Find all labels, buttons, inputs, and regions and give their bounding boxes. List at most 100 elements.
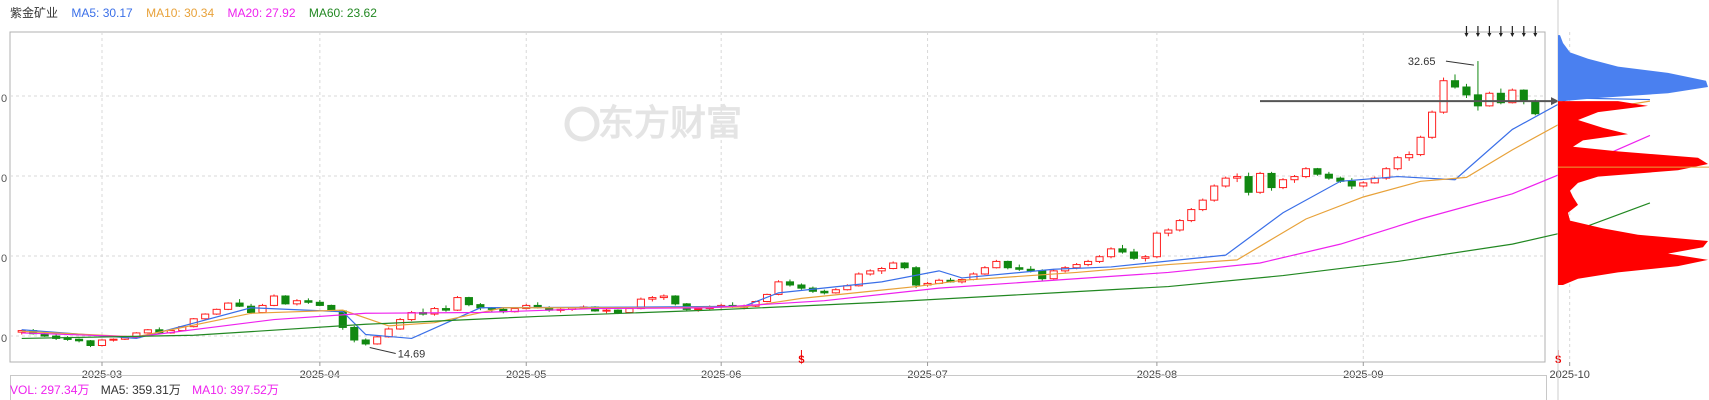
vol-ma10: MA10: 397.52万 bbox=[192, 383, 279, 397]
plot-frame bbox=[9, 31, 1546, 363]
candle-body bbox=[1106, 248, 1116, 258]
candle-body bbox=[1508, 89, 1517, 104]
candle-body bbox=[659, 295, 668, 299]
candle-body bbox=[1531, 100, 1540, 115]
candle-body bbox=[694, 308, 703, 311]
candle-body bbox=[625, 308, 634, 314]
candle-body bbox=[671, 295, 680, 305]
candle-body bbox=[338, 310, 347, 328]
candle-body bbox=[1256, 172, 1265, 193]
candle-body bbox=[132, 332, 141, 339]
candle-body bbox=[1462, 86, 1471, 96]
volume-panel bbox=[10, 375, 1547, 400]
candle-body bbox=[1095, 256, 1104, 262]
candles-group bbox=[17, 61, 1540, 348]
candle-body bbox=[143, 329, 152, 334]
candle-body bbox=[1405, 154, 1414, 159]
candle-body bbox=[900, 262, 909, 269]
signal-arrow-head bbox=[1510, 33, 1515, 37]
candle-body bbox=[1278, 179, 1288, 189]
candle-body bbox=[1485, 92, 1494, 107]
signal-arrow-head bbox=[1521, 33, 1526, 37]
ma-line-ma10 bbox=[21, 100, 1651, 338]
volume-legend: VOL: 297.34万 MA5: 359.31万 MA10: 397.52万 bbox=[10, 381, 287, 398]
candle-body bbox=[1221, 177, 1230, 187]
candle-body bbox=[224, 302, 233, 310]
candle-body bbox=[1015, 267, 1024, 270]
candle-body bbox=[1428, 111, 1437, 138]
candle-body bbox=[877, 268, 886, 272]
candle-body bbox=[1244, 176, 1253, 193]
min-price-pointer bbox=[369, 347, 396, 354]
candle-body bbox=[1496, 92, 1505, 104]
volume-profile-below bbox=[1558, 101, 1708, 286]
candle-body bbox=[75, 338, 84, 342]
candle-body bbox=[361, 339, 370, 345]
signal-arrow-head bbox=[1498, 33, 1503, 37]
candle-body bbox=[1416, 136, 1425, 156]
dividend-marker: $ bbox=[798, 354, 804, 366]
candle-body bbox=[63, 337, 72, 340]
candle-body bbox=[1084, 260, 1093, 266]
candle-body bbox=[109, 338, 118, 341]
ma10-legend: MA10: 30.34 bbox=[146, 6, 215, 20]
ma-line-ma60 bbox=[21, 202, 1651, 340]
candle-body bbox=[1152, 232, 1161, 258]
candle-body bbox=[281, 295, 290, 305]
candle-body bbox=[774, 281, 783, 295]
candle-body bbox=[1164, 229, 1173, 234]
signal-arrow-head bbox=[1533, 33, 1538, 37]
ma60-legend: MA60: 23.62 bbox=[308, 6, 377, 20]
candle-body bbox=[762, 293, 772, 302]
candle-body bbox=[1439, 80, 1448, 113]
candle-body bbox=[785, 281, 795, 286]
candle-body bbox=[889, 262, 898, 269]
candle-body bbox=[1003, 260, 1012, 269]
candle-body bbox=[1382, 168, 1391, 179]
candle-body bbox=[453, 297, 462, 311]
candle-body bbox=[1359, 182, 1368, 187]
signal-arrow-head bbox=[1475, 33, 1480, 37]
y-tick-label: 0 bbox=[1, 93, 7, 105]
ma-line-ma20 bbox=[21, 134, 1651, 338]
candle-body bbox=[1049, 270, 1058, 280]
candle-body bbox=[1393, 157, 1402, 170]
candle-body bbox=[315, 301, 324, 306]
y-tick-label: 0 bbox=[1, 333, 7, 345]
candle-body bbox=[86, 340, 95, 346]
ma5-legend: MA5: 30.17 bbox=[71, 6, 133, 20]
signal-arrow-head bbox=[1464, 33, 1469, 37]
candle-body bbox=[1313, 168, 1322, 175]
candle-body bbox=[1072, 264, 1081, 269]
candle-body bbox=[1129, 251, 1139, 259]
candle-body bbox=[1210, 185, 1219, 201]
stock-name: 紫金矿业 bbox=[10, 6, 59, 20]
max-price-pointer bbox=[1445, 60, 1475, 66]
candle-body bbox=[292, 300, 301, 305]
candle-body bbox=[1290, 176, 1299, 181]
candle-body bbox=[396, 319, 405, 330]
ma20-legend: MA20: 27.92 bbox=[227, 6, 296, 20]
candle-body bbox=[1175, 220, 1184, 231]
candle-body bbox=[235, 302, 244, 307]
candle-body bbox=[247, 305, 256, 314]
candle-body bbox=[648, 297, 657, 300]
candle-body bbox=[269, 295, 279, 306]
ma-line-ma5 bbox=[21, 97, 1650, 340]
candle-body bbox=[1187, 209, 1196, 222]
candle-body bbox=[1519, 89, 1528, 102]
vol-ma5: MA5: 359.31万 bbox=[100, 383, 181, 397]
candle-body bbox=[602, 309, 611, 312]
candle-body bbox=[304, 300, 313, 303]
min-price-label: 14.69 bbox=[398, 349, 426, 361]
y-tick-label: 0 bbox=[1, 253, 7, 265]
candle-body bbox=[373, 336, 382, 345]
candle-body bbox=[980, 267, 989, 275]
candle-body bbox=[866, 270, 875, 275]
candle-body bbox=[831, 289, 840, 294]
candle-body bbox=[820, 290, 829, 294]
candle-body bbox=[201, 313, 210, 320]
candle-body bbox=[350, 326, 359, 341]
candle-body bbox=[1118, 248, 1127, 253]
